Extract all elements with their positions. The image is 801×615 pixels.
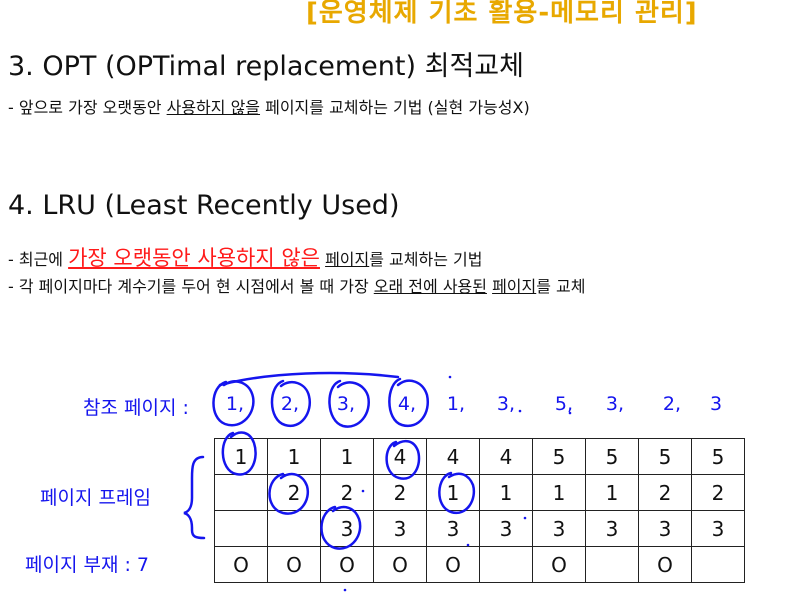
circle-ref-3	[328, 379, 370, 428]
circle-ref-1	[212, 380, 255, 427]
frame-row: 2 2 2 1 1 1 1 2 2	[214, 474, 745, 511]
circle-ref-4	[388, 377, 430, 428]
lru-heading: 4. LRU (Least Recently Used)	[8, 190, 400, 221]
frame-cell: 1	[320, 438, 374, 475]
fault-cell	[585, 546, 639, 583]
lru-desc2-oldest: 오래 전에 사용된	[373, 277, 487, 296]
frame-cell: 2	[373, 474, 427, 511]
frame-cell: 5	[638, 438, 692, 475]
ref-page: 5,	[554, 393, 574, 415]
ref-page: 3,	[605, 393, 625, 415]
lru-desc1-prefix: - 최근에	[8, 250, 69, 269]
opt-heading: 3. OPT (OPTimal replacement) 최적교체	[8, 51, 524, 82]
ref-page: 1,	[446, 393, 466, 415]
ref-page: 3	[709, 393, 723, 415]
opt-description: - 앞으로 가장 오랫동안 사용하지 않을 페이지를 교체하는 기법 (실현 가…	[8, 94, 530, 118]
ref-page: 2,	[280, 393, 300, 415]
stroke-connecting-refs	[218, 371, 400, 387]
frame-cell: 3	[532, 510, 586, 547]
circle-frame-2	[268, 472, 310, 515]
slide-title: [운영체제 기초 활용-메모리 관리]	[306, 0, 698, 28]
frame-cell: 2	[267, 474, 321, 511]
page-frame-table: 1 1 1 4 4 4 5 5 5 5 2 2 2 1 1 1 1 2 2 3 …	[214, 438, 745, 583]
lru-desc1-emphasis: 가장 오랫동안 사용하지 않은	[68, 246, 320, 270]
lru-desc1-suffix: 를 교체하는 기법	[369, 250, 483, 269]
frame-cell: 5	[585, 438, 639, 475]
ref-page: 3,	[496, 393, 516, 415]
lru-desc2-suffix: 를 교체	[536, 277, 586, 296]
fault-cell: O	[638, 546, 692, 583]
ref-page: 3,	[336, 393, 356, 415]
frame-cell: 5	[532, 438, 586, 475]
fault-cell: O	[532, 546, 586, 583]
fault-cell	[691, 546, 745, 583]
frame-cell: 2	[691, 474, 745, 511]
circle-frame-1	[221, 431, 257, 476]
frame-label: 페이지 프레임	[40, 487, 151, 509]
frame-cell: 2	[320, 474, 374, 511]
circle-frame-3	[320, 505, 362, 550]
frame-cell: 4	[479, 438, 533, 475]
frame-row: 3 3 3 3 3 3 3 3	[214, 510, 745, 547]
frame-cell: 1	[532, 474, 586, 511]
frame-cell: 2	[638, 474, 692, 511]
ref-page: 4,	[397, 393, 417, 415]
circle-ref-2	[270, 379, 312, 428]
frame-cell: 5	[691, 438, 745, 475]
opt-desc-prefix: - 앞으로 가장 오랫동안	[8, 98, 167, 117]
fault-cell: O	[320, 546, 374, 583]
circle-frame-4	[385, 439, 421, 480]
lru-desc2-prefix: - 각 페이지마다 계수기를 두어 현 시점에서 볼 때 가장	[8, 277, 374, 296]
fault-count-label: 페이지 부재 : 7	[25, 554, 150, 576]
frame-cell: 3	[585, 510, 639, 547]
opt-desc-underlined: 사용하지 않을	[166, 98, 261, 117]
frame-cell: 1	[479, 474, 533, 511]
frame-cell: 1	[267, 438, 321, 475]
fault-cell: O	[267, 546, 321, 583]
frame-cell: 4	[426, 438, 480, 475]
fault-row: O O O O O O O	[214, 546, 745, 583]
circle-frame-5	[438, 471, 476, 515]
frame-cell: 3	[691, 510, 745, 547]
reference-label: 참조 페이지 :	[83, 397, 189, 419]
lru-desc2-page: 페이지	[492, 277, 537, 296]
lru-desc1-page: 페이지	[325, 250, 370, 269]
lru-description-2: - 각 페이지마다 계수기를 두어 현 시점에서 볼 때 가장 오래 전에 사용…	[8, 273, 586, 297]
fault-cell: O	[373, 546, 427, 583]
frame-brace	[183, 455, 206, 540]
lru-description-1: - 최근에 가장 오랫동안 사용하지 않은 페이지를 교체하는 기법	[8, 242, 482, 272]
ref-page: 2,	[662, 393, 682, 415]
frame-row: 1 1 1 4 4 4 5 5 5 5	[214, 438, 745, 475]
ref-page: 1,	[225, 393, 245, 415]
opt-desc-suffix: 페이지를 교체하는 기법 (실현 가능성X)	[260, 98, 530, 117]
